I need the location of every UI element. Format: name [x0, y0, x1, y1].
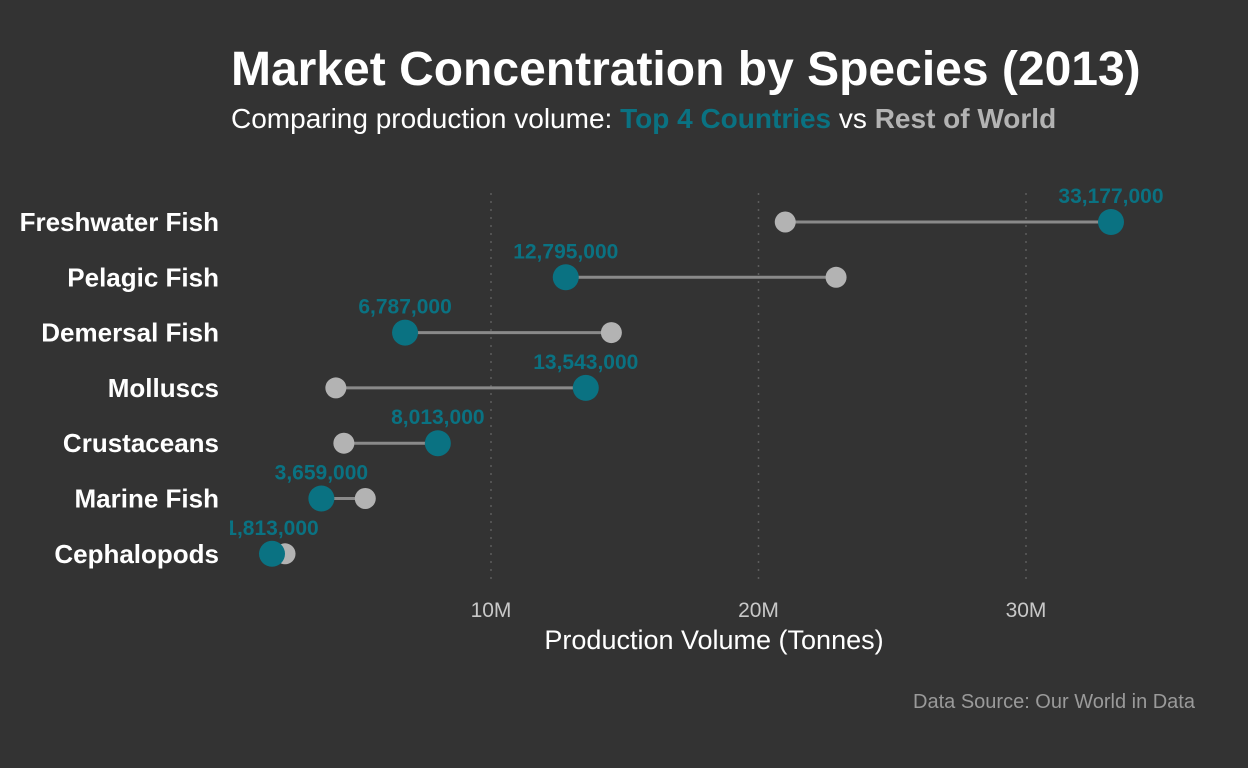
top4-value-label: 6,787,000	[358, 296, 451, 319]
x-axis-ticks: 10M 20M 30M	[471, 599, 1047, 622]
top4-point	[1097, 209, 1124, 235]
data-source-note: Data Source: Our World in Data	[913, 691, 1195, 713]
category-label: Marine Fish	[75, 484, 219, 514]
top4-value-label: 13,543,000	[533, 351, 638, 374]
category-label: Pelagic Fish	[67, 262, 219, 292]
rest-of-world-point	[600, 322, 622, 344]
chart-subtitle: Comparing production volume: Top 4 Count…	[231, 103, 1056, 135]
subtitle-vs: vs	[838, 103, 867, 134]
rest-of-world-point	[774, 211, 796, 233]
x-tick-label: 20M	[738, 599, 779, 622]
top4-point	[308, 485, 335, 512]
gridlines	[490, 193, 1027, 582]
top4-point	[392, 319, 419, 346]
chart-title: Market Concentration by Species (2013)	[231, 43, 1141, 96]
rest-of-world-point	[825, 266, 847, 288]
subtitle-top4-legend: Top 4 Countries	[620, 103, 832, 134]
category-label: Cephalopods	[54, 539, 219, 569]
subtitle-rest-legend: Rest of World	[874, 103, 1057, 134]
rest-of-world-point	[325, 377, 347, 399]
top4-point	[424, 430, 451, 457]
rest-of-world-point	[333, 432, 355, 454]
top4-point	[258, 540, 285, 567]
rest-of-world-point	[354, 488, 376, 509]
category-label: Demersal Fish	[41, 318, 219, 348]
x-tick-label: 10M	[471, 599, 512, 622]
top4-value-label: 12,795,000	[513, 240, 618, 263]
x-tick-label: 30M	[1006, 599, 1047, 622]
category-label: Crustaceans	[63, 428, 219, 458]
subtitle-prefix: Comparing production volume:	[231, 103, 613, 134]
top4-value-label: 1,813,000	[225, 517, 318, 540]
top4-value-label: 33,177,000	[1058, 185, 1163, 208]
x-axis-title: Production Volume (Tonnes)	[544, 625, 883, 655]
top4-value-label: 3,659,000	[275, 462, 368, 485]
top4-point	[552, 264, 579, 291]
plot-marks: 33,177,000 12,795,000 6,787,000 13,543,000 8…	[225, 185, 1164, 567]
y-axis-labels: Freshwater Fish Pelagic Fish Demersal Fish…	[20, 207, 219, 569]
category-label: Molluscs	[108, 373, 219, 403]
top4-point	[572, 374, 599, 401]
top4-value-label: 8,013,000	[391, 406, 484, 429]
category-label: Freshwater Fish	[20, 207, 219, 237]
